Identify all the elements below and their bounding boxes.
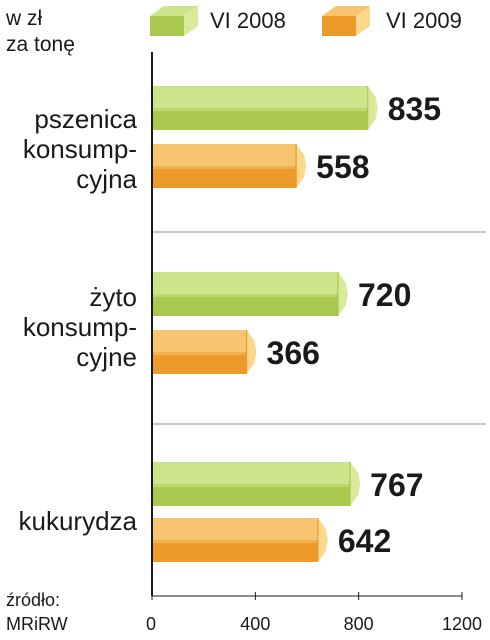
bar-2008-1	[152, 86, 378, 130]
unit-label-line-2: za tonę	[6, 33, 75, 56]
legend-cube-front	[322, 16, 356, 36]
source-label-line-1: źródło:	[6, 590, 60, 610]
category-label: cyjna	[76, 164, 137, 194]
legend-cube-top	[150, 6, 198, 16]
category-label: konsump-	[23, 312, 137, 342]
category-label: konsump-	[23, 134, 137, 164]
plot-area: pszenicakonsump-cyjnażytokonsump-cyjneku…	[19, 52, 486, 634]
bar-2009-3-top	[152, 518, 318, 540]
bar-2008-2-ridge	[152, 292, 338, 297]
category-label: cyjne	[76, 342, 137, 372]
bar-2009-1-cap	[296, 144, 307, 188]
bar-2009-3-cap	[317, 518, 328, 562]
bar-2008-1-front	[152, 108, 368, 130]
bar-2009-2-front	[152, 352, 247, 374]
category-label: kukurydza	[19, 506, 138, 536]
value-label: 720	[358, 277, 411, 313]
bar-2009-1-ridge	[152, 164, 297, 169]
value-label: 767	[370, 467, 423, 503]
legend-label-2008: VI 2008	[210, 8, 286, 33]
bar-2008-2-top	[152, 272, 338, 294]
bar-2009-3	[152, 518, 328, 562]
x-tick-label: 0	[146, 614, 156, 634]
bar-2008-3	[152, 462, 361, 506]
legend-cube-front	[150, 16, 184, 36]
bar-2009-2	[152, 330, 257, 374]
legend: VI 2008 VI 2009	[150, 6, 462, 36]
bar-2009-2-top	[152, 330, 247, 352]
value-label: 366	[267, 335, 320, 371]
legend-cube-side	[184, 6, 198, 36]
bar-2008-1-top	[152, 86, 368, 108]
value-label: 642	[338, 523, 391, 559]
bar-2008-3-top	[152, 462, 351, 484]
legend-label-2009: VI 2009	[386, 8, 462, 33]
bar-2008-2	[152, 272, 348, 316]
bar-2008-2-cap	[338, 272, 348, 316]
value-label: 835	[388, 91, 441, 127]
bar-2008-3-ridge	[152, 482, 351, 487]
category-label: żyto	[89, 282, 137, 312]
bar-2008-2-front	[152, 294, 338, 316]
category-label: pszenica	[34, 104, 137, 134]
source-label-line-2: MRiRW	[6, 614, 68, 634]
x-tick-label: 800	[344, 614, 374, 634]
unit-label-line-1: w zł	[5, 7, 43, 30]
legend-swatch-2008	[150, 6, 198, 36]
bar-2008-3-front	[152, 484, 351, 506]
bar-2009-1-front	[152, 166, 297, 188]
bar-2009-2-ridge	[152, 350, 247, 355]
value-label: 558	[316, 149, 369, 185]
legend-swatch-2009	[322, 6, 370, 36]
bar-2008-3-cap	[350, 462, 361, 506]
legend-cube-top	[322, 6, 370, 16]
bar-2009-2-cap	[246, 330, 257, 374]
x-tick-label: 1200	[442, 614, 482, 634]
legend-cube-side	[356, 6, 370, 36]
bar-2009-1-top	[152, 144, 297, 166]
bar-2009-3-ridge	[152, 538, 318, 543]
x-tick-label: 400	[240, 614, 270, 634]
bar-2009-1	[152, 144, 307, 188]
bar-2008-1-cap	[367, 86, 378, 130]
bar-2008-1-ridge	[152, 106, 368, 111]
bar-2009-3-front	[152, 540, 318, 562]
